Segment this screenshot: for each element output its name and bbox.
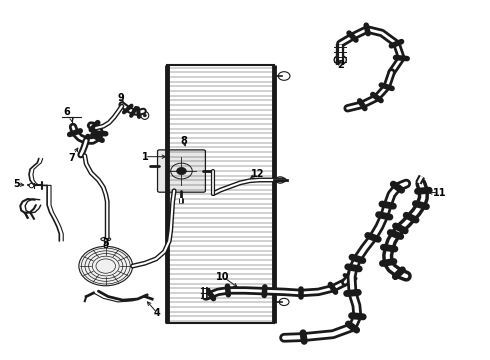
- Circle shape: [176, 167, 186, 175]
- Text: 10: 10: [216, 272, 230, 282]
- Text: 8: 8: [180, 136, 187, 146]
- Ellipse shape: [144, 114, 147, 117]
- Text: 7: 7: [68, 153, 75, 163]
- Text: 12: 12: [250, 168, 264, 179]
- Circle shape: [79, 246, 133, 286]
- Text: 1: 1: [142, 152, 148, 162]
- Text: 5: 5: [13, 179, 20, 189]
- Text: 4: 4: [154, 308, 160, 318]
- Text: 6: 6: [63, 107, 70, 117]
- Text: 11: 11: [433, 188, 446, 198]
- Text: 3: 3: [102, 238, 109, 248]
- Text: 9: 9: [117, 93, 124, 103]
- Text: 2: 2: [337, 60, 343, 70]
- FancyBboxPatch shape: [158, 150, 205, 192]
